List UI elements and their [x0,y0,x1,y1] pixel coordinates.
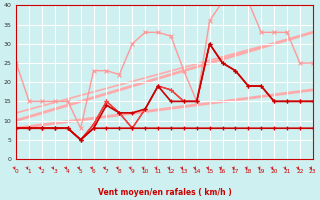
X-axis label: Vent moyen/en rafales ( km/h ): Vent moyen/en rafales ( km/h ) [98,188,231,197]
